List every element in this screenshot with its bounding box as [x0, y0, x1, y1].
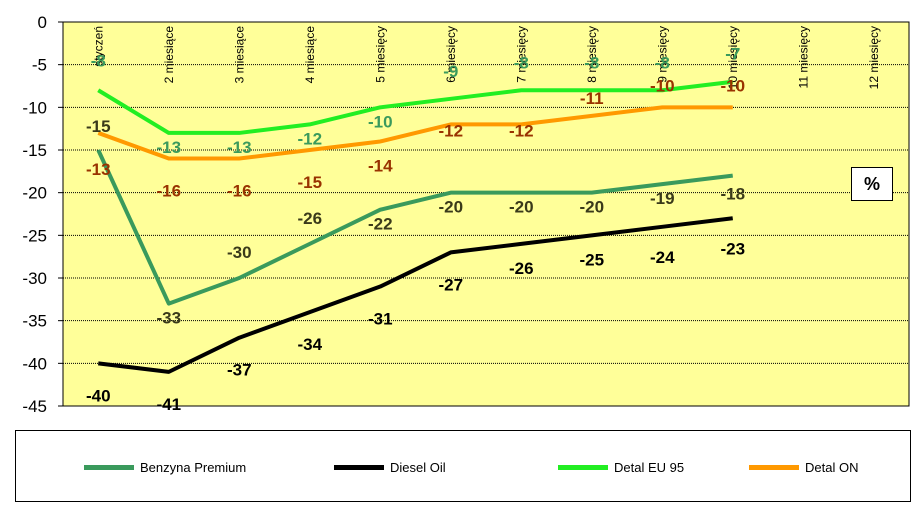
y-tick-label: 0 — [38, 13, 47, 32]
y-tick-label: -30 — [22, 269, 47, 288]
legend: Benzyna Premium Diesel Oil Detal EU 95 Deta… — [15, 430, 911, 502]
data-label: -27 — [438, 275, 463, 294]
x-tick-label: 11 miesięcy — [796, 26, 810, 88]
y-tick-label: -35 — [22, 312, 47, 331]
data-label: -23 — [720, 239, 745, 258]
x-tick-label: 3 miesiące — [232, 26, 246, 84]
y-tick-label: -25 — [22, 226, 47, 245]
legend-swatch — [334, 464, 384, 470]
data-label: -40 — [86, 386, 111, 405]
legend-label: Diesel Oil — [390, 459, 446, 475]
data-label: -10 — [650, 76, 675, 95]
data-label: -13 — [156, 138, 181, 157]
data-label: -16 — [227, 182, 252, 201]
data-label: -15 — [86, 117, 111, 136]
y-tick-label: -15 — [22, 141, 47, 160]
data-label: -10 — [368, 112, 393, 131]
data-label: -12 — [297, 129, 322, 148]
x-tick-label: 6 miesięcy — [444, 26, 458, 83]
plot-area — [62, 21, 910, 407]
x-tick-label: 12 miesięcy — [867, 26, 881, 89]
data-label: -7 — [725, 45, 740, 64]
x-tick-label: 9 miesięcy — [655, 26, 669, 83]
data-label: -13 — [227, 138, 252, 157]
line-chart: 0 -5 -10 -15 -20 -25 -30 -35 -40 -45 styczeń 2 mie… — [22, 13, 910, 416]
x-tick-label: 8 miesięcy — [585, 26, 599, 83]
data-label: -14 — [368, 156, 393, 175]
legend-label: Detal EU 95 — [614, 459, 685, 475]
legend-swatch — [84, 464, 134, 470]
y-tick-label: -40 — [22, 354, 47, 373]
data-label: -18 — [720, 185, 745, 204]
data-label: -20 — [438, 198, 463, 217]
data-label: -30 — [227, 243, 252, 262]
data-label: -22 — [368, 215, 393, 234]
data-label: -12 — [438, 121, 463, 140]
data-label: -37 — [227, 361, 252, 380]
data-label: -16 — [156, 182, 181, 201]
legend-label: Benzyna Premium — [140, 459, 247, 475]
legend-swatch — [558, 464, 608, 470]
data-label: -15 — [297, 173, 322, 192]
data-label: -8 — [91, 51, 106, 70]
data-label: -20 — [509, 198, 534, 217]
data-label: -25 — [579, 250, 604, 269]
data-label: -8 — [584, 53, 599, 72]
y-tick-label: -5 — [32, 56, 47, 75]
data-label: -26 — [297, 209, 322, 228]
legend-item: Diesel Oil — [334, 458, 446, 476]
legend-item: Detal EU 95 — [558, 458, 684, 476]
data-label: -31 — [368, 310, 393, 329]
data-label: -10 — [720, 76, 745, 95]
x-tick-label: styczeń — [91, 26, 105, 67]
data-label: -24 — [650, 248, 675, 267]
data-label: -13 — [86, 160, 111, 179]
series-line-benzyna-premium — [96, 149, 733, 306]
data-label: -33 — [156, 309, 181, 328]
x-tick-label: 7 miesięcy — [514, 26, 528, 83]
series-line-detal-on — [97, 105, 733, 161]
data-label: -8 — [514, 53, 529, 72]
data-label: -26 — [509, 259, 534, 278]
y-tick-label: -10 — [22, 98, 47, 117]
data-label: -20 — [579, 198, 604, 217]
data-label: -9 — [443, 62, 458, 81]
data-label: -19 — [650, 189, 675, 208]
x-tick-label: 10 miesięcy — [726, 26, 740, 89]
data-label: -11 — [580, 89, 604, 108]
data-label: -8 — [655, 53, 670, 72]
x-tick-label: 2 miesiące — [162, 26, 176, 84]
legend-swatch — [749, 464, 799, 470]
y-tick-label: -20 — [22, 184, 47, 203]
legend-item: Benzyna Premium — [84, 458, 246, 476]
x-tick-label: 5 miesięcy — [373, 26, 387, 83]
x-tick-label: 4 miesiące — [303, 26, 317, 84]
data-label: -41 — [156, 395, 181, 414]
data-label: -34 — [297, 335, 322, 354]
y-tick-label: -45 — [22, 397, 47, 416]
legend-label: Detal ON — [805, 459, 859, 475]
data-label: -12 — [509, 121, 534, 140]
series-line-diesel-oil — [98, 216, 733, 374]
series-line-detal-eu-95 — [97, 79, 733, 135]
legend-item: Detal ON — [749, 458, 858, 476]
unit-label: % — [851, 167, 893, 201]
